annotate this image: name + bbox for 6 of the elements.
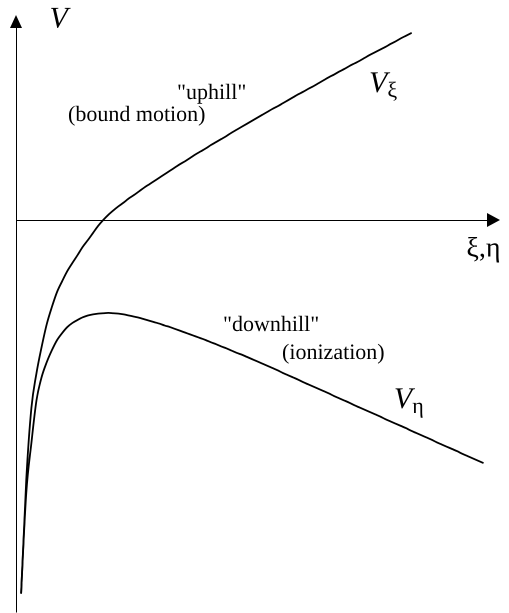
- y-axis-title: V: [50, 2, 72, 34]
- annotation: "downhill" (ionization): [223, 311, 385, 364]
- x-axis-title: ξ,η: [466, 232, 500, 264]
- series-label: V$_{ξ}$: [369, 66, 398, 102]
- series-label: V$_{η}$: [394, 382, 424, 418]
- annotation: "uphill" (bound motion): [68, 79, 246, 126]
